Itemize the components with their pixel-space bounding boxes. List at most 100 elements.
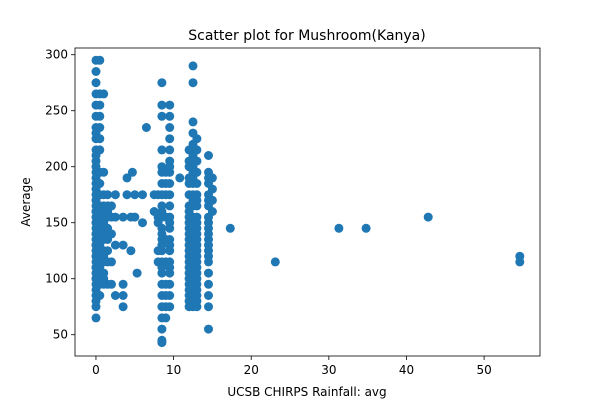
data-point	[138, 218, 147, 228]
x-axis-label: UCSB CHIRPS Rainfall: avg	[227, 385, 386, 399]
data-point	[165, 162, 175, 172]
data-point	[225, 223, 235, 233]
data-point	[207, 207, 217, 216]
data-point	[204, 324, 213, 334]
data-point	[192, 251, 202, 261]
data-point	[204, 251, 213, 261]
data-point	[157, 324, 167, 334]
data-point	[207, 195, 217, 205]
data-point	[118, 240, 128, 250]
data-point	[192, 218, 202, 228]
y-tick-label: 100	[45, 272, 68, 286]
data-point	[188, 117, 198, 127]
data-point	[165, 134, 175, 144]
data-point	[165, 240, 175, 250]
data-point	[192, 156, 202, 166]
data-point	[141, 123, 151, 132]
data-point	[110, 190, 120, 200]
data-point	[192, 296, 202, 306]
data-point	[122, 190, 132, 200]
data-point	[165, 201, 175, 211]
chart-title: Scatter plot for Mushroom(Kanya)	[188, 28, 425, 44]
x-tick-label: 20	[244, 363, 259, 377]
data-point	[192, 145, 202, 155]
data-point	[107, 279, 116, 289]
data-point	[110, 240, 120, 250]
data-point	[157, 338, 167, 348]
data-point	[110, 291, 120, 300]
y-tick-label: 200	[45, 160, 68, 174]
data-point	[192, 285, 202, 295]
data-point	[157, 100, 167, 110]
y-tick-label: 150	[45, 216, 68, 230]
data-points	[91, 55, 525, 348]
data-point	[192, 274, 202, 284]
data-point	[118, 279, 128, 289]
data-point	[188, 78, 198, 88]
data-point	[103, 246, 113, 256]
data-point	[91, 313, 101, 323]
data-point	[130, 212, 140, 222]
data-point	[99, 89, 109, 99]
data-point	[132, 268, 142, 278]
data-point	[107, 257, 116, 267]
data-point	[107, 201, 116, 211]
data-point	[118, 212, 128, 222]
data-point	[95, 134, 105, 144]
plot-frame	[74, 47, 541, 357]
data-point	[161, 313, 171, 323]
data-point	[165, 179, 175, 188]
data-point	[192, 195, 202, 205]
data-point	[95, 123, 105, 132]
data-point	[204, 268, 213, 278]
data-point	[204, 240, 213, 250]
data-point	[95, 55, 105, 65]
data-point	[95, 179, 105, 188]
data-point	[157, 145, 167, 155]
data-point	[165, 100, 175, 110]
data-point	[118, 302, 128, 312]
data-point	[204, 302, 213, 312]
data-point	[192, 263, 202, 272]
data-point	[204, 279, 213, 289]
data-point	[118, 291, 128, 300]
data-point	[361, 223, 371, 233]
data-point	[130, 190, 140, 200]
x-tick-label: 0	[92, 363, 100, 377]
data-point	[95, 111, 105, 121]
data-point	[103, 190, 113, 200]
data-point	[192, 134, 202, 144]
x-axis-ticks: 0 10 20 30 40 50	[92, 356, 492, 377]
data-point	[95, 145, 105, 155]
data-point	[99, 167, 109, 177]
data-point	[110, 212, 120, 222]
data-point	[91, 302, 101, 312]
data-point	[127, 167, 137, 177]
data-point	[165, 145, 175, 155]
data-point	[165, 291, 175, 300]
data-point	[204, 151, 213, 160]
data-point	[423, 212, 433, 222]
data-point	[188, 61, 198, 71]
data-point	[107, 229, 116, 239]
y-tick-label: 250	[45, 104, 68, 118]
y-axis-label: Average	[19, 177, 33, 226]
data-point	[165, 190, 175, 200]
data-point	[95, 100, 105, 110]
data-point	[157, 111, 167, 121]
data-point	[270, 257, 280, 267]
y-tick-label: 300	[45, 48, 68, 62]
data-point	[91, 67, 101, 76]
data-point	[515, 257, 525, 267]
data-point	[157, 78, 167, 88]
data-point	[95, 291, 105, 300]
data-point	[138, 190, 147, 200]
data-point	[122, 173, 132, 183]
data-point	[165, 263, 175, 272]
data-point	[204, 229, 213, 239]
data-point	[192, 229, 202, 239]
data-point	[165, 302, 175, 312]
data-point	[165, 218, 175, 228]
data-point	[165, 123, 175, 132]
